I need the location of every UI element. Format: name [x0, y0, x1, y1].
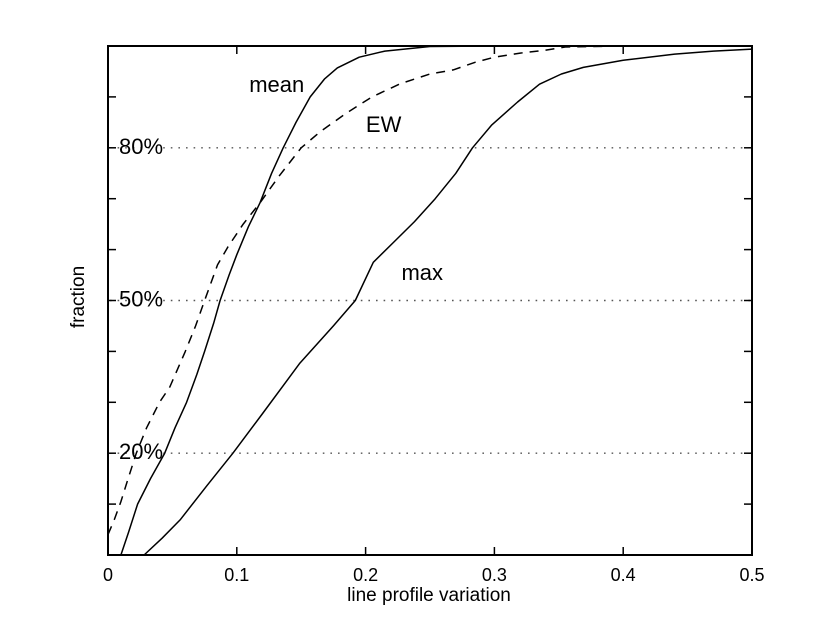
series-label-max: max: [401, 260, 443, 285]
x-axis-title: line profile variation: [347, 585, 511, 606]
x-tick-label-0.1: 0.1: [224, 565, 249, 585]
plot-border: [107, 45, 753, 556]
x-tick-label-0: 0: [103, 565, 113, 585]
series-label-EW: EW: [366, 112, 402, 137]
x-tick-label-0.3: 0.3: [482, 565, 507, 585]
y-axis-title: fraction: [68, 265, 89, 329]
x-tick-label-0.5: 0.5: [739, 565, 764, 585]
gridline-label-80%: 80%: [119, 134, 163, 159]
gridline-label-50%: 50%: [119, 287, 163, 312]
gridline-label-20%: 20%: [119, 439, 163, 464]
series-line-mean: [120, 45, 752, 556]
series-line-EW: [107, 45, 752, 535]
x-tick-label-0.2: 0.2: [353, 565, 378, 585]
series-label-mean: mean: [249, 72, 304, 97]
x-tick-label-0.4: 0.4: [611, 565, 636, 585]
series-line-max: [143, 48, 753, 556]
